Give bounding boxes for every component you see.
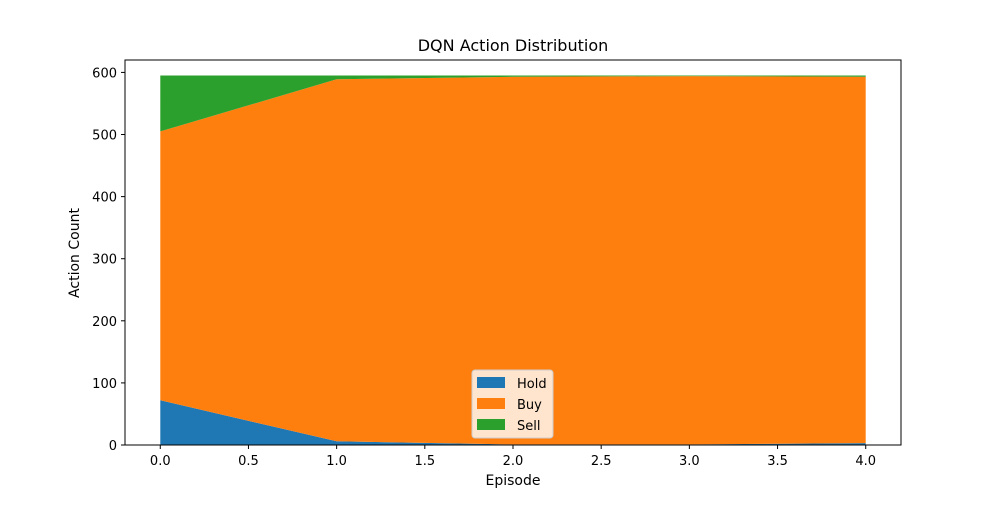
x-tick-label: 1.0 xyxy=(326,454,347,469)
area-hold xyxy=(160,400,866,445)
y-axis-ticks: 0 100 200 300 400 500 600 xyxy=(92,66,125,454)
chart-title: DQN Action Distribution xyxy=(418,36,609,55)
legend: Hold Buy Sell xyxy=(471,369,554,439)
area-series-group xyxy=(160,75,866,445)
legend-swatch-buy xyxy=(477,398,505,409)
x-tick-label: 4.0 xyxy=(855,454,876,469)
x-tick-label: 0.5 xyxy=(238,454,259,469)
area-buy xyxy=(160,76,866,445)
x-tick-label: 2.5 xyxy=(591,454,612,469)
y-tick-label: 0 xyxy=(109,439,117,454)
x-tick-label: 1.5 xyxy=(414,454,435,469)
legend-label-sell: Sell xyxy=(517,419,540,434)
legend-label-hold: Hold xyxy=(517,377,547,392)
legend-swatch-sell xyxy=(477,419,505,430)
y-tick-label: 400 xyxy=(92,191,117,206)
y-tick-label: 600 xyxy=(92,66,117,81)
legend-label-buy: Buy xyxy=(517,398,542,413)
x-axis-ticks: 0.0 0.5 1.0 1.5 2.0 2.5 3.0 3.5 4.0 xyxy=(150,445,876,469)
y-tick-label: 300 xyxy=(92,253,117,268)
x-tick-label: 0.0 xyxy=(150,454,171,469)
y-axis-label: Action Count xyxy=(67,208,83,298)
x-tick-label: 3.5 xyxy=(767,454,788,469)
y-tick-label: 100 xyxy=(92,377,117,392)
legend-swatch-hold xyxy=(477,377,505,388)
x-axis-label: Episode xyxy=(486,473,541,489)
area-sell xyxy=(160,75,866,132)
y-tick-label: 200 xyxy=(92,315,117,330)
y-tick-label: 500 xyxy=(92,129,117,144)
x-tick-label: 2.0 xyxy=(503,454,524,469)
x-tick-label: 3.0 xyxy=(679,454,700,469)
